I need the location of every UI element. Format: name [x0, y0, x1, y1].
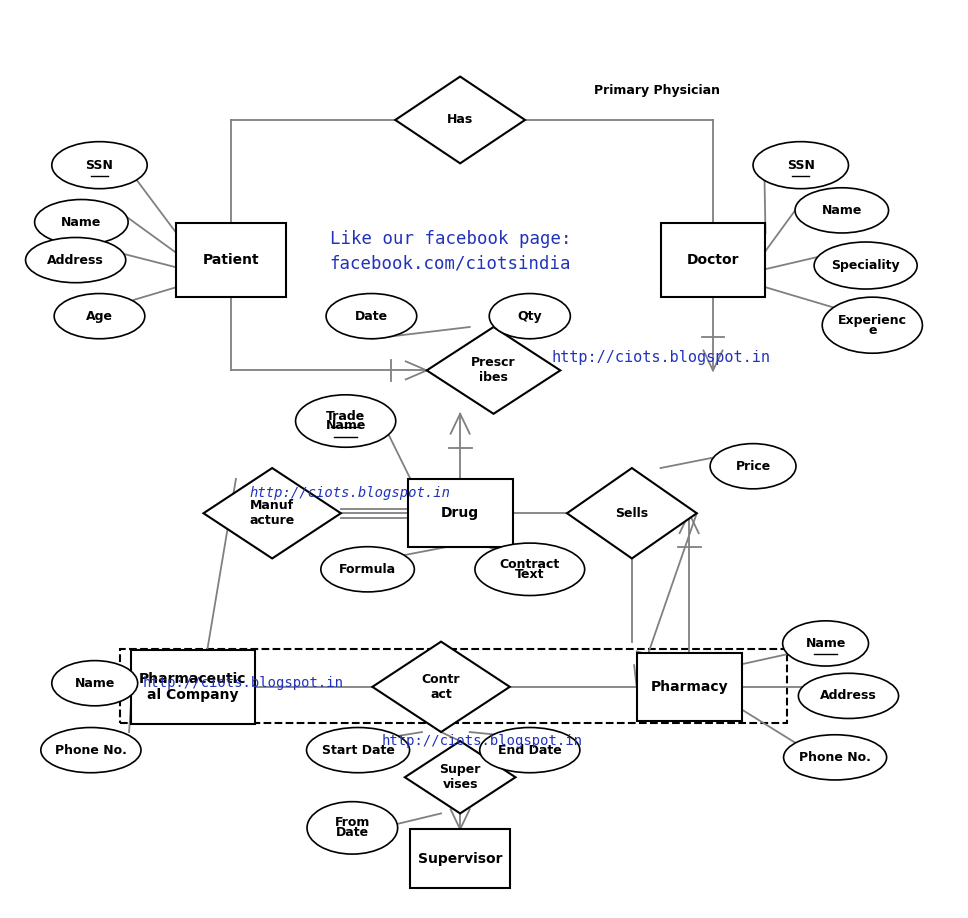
- Polygon shape: [405, 741, 516, 813]
- FancyBboxPatch shape: [131, 650, 255, 724]
- Text: Patient: Patient: [203, 253, 259, 267]
- Text: Primary Physician: Primary Physician: [593, 84, 720, 96]
- Text: Name: Name: [805, 637, 846, 650]
- Ellipse shape: [822, 297, 923, 353]
- FancyBboxPatch shape: [176, 223, 286, 297]
- Text: Experienc: Experienc: [838, 314, 907, 327]
- Text: Manuf
acture: Manuf acture: [250, 499, 295, 527]
- Text: Phone No.: Phone No.: [55, 744, 127, 756]
- Text: e: e: [868, 324, 877, 337]
- Text: Super
vises: Super vises: [439, 763, 481, 791]
- Text: http://ciots.blogspot.in: http://ciots.blogspot.in: [551, 351, 770, 365]
- Ellipse shape: [711, 443, 796, 489]
- Text: Date: Date: [336, 826, 369, 839]
- Text: Date: Date: [355, 309, 388, 322]
- Ellipse shape: [320, 547, 414, 592]
- Text: Pharmacy: Pharmacy: [650, 680, 728, 694]
- FancyBboxPatch shape: [408, 479, 513, 547]
- Text: Name: Name: [325, 420, 366, 432]
- Ellipse shape: [35, 199, 128, 245]
- Text: Drug: Drug: [441, 506, 479, 521]
- Text: http://ciots.blogspot.in: http://ciots.blogspot.in: [381, 734, 583, 748]
- Ellipse shape: [54, 294, 145, 339]
- Polygon shape: [427, 327, 560, 414]
- Ellipse shape: [480, 728, 580, 773]
- Text: Age: Age: [86, 309, 113, 322]
- Text: Doctor: Doctor: [686, 253, 740, 267]
- Text: Speciality: Speciality: [832, 259, 900, 272]
- FancyBboxPatch shape: [637, 653, 741, 721]
- Ellipse shape: [795, 188, 889, 233]
- Text: Trade: Trade: [326, 409, 365, 422]
- Text: Contract: Contract: [499, 558, 560, 571]
- Ellipse shape: [489, 294, 570, 339]
- Ellipse shape: [307, 728, 409, 773]
- Ellipse shape: [295, 395, 396, 447]
- Ellipse shape: [326, 294, 417, 339]
- Ellipse shape: [814, 242, 917, 289]
- Text: Address: Address: [820, 689, 877, 702]
- Text: SSN: SSN: [85, 159, 113, 172]
- Text: Name: Name: [822, 204, 862, 217]
- Text: Pharmaceutic
al Company: Pharmaceutic al Company: [139, 672, 247, 702]
- Ellipse shape: [41, 728, 141, 773]
- Text: SSN: SSN: [787, 159, 815, 172]
- Text: Prescr
ibes: Prescr ibes: [471, 356, 516, 385]
- Ellipse shape: [51, 661, 137, 706]
- Text: Phone No.: Phone No.: [800, 751, 871, 764]
- Ellipse shape: [307, 801, 398, 854]
- Ellipse shape: [783, 734, 887, 780]
- Ellipse shape: [475, 543, 585, 596]
- FancyBboxPatch shape: [410, 829, 510, 888]
- Text: Contr
act: Contr act: [422, 673, 461, 700]
- Text: End Date: End Date: [498, 744, 561, 756]
- Polygon shape: [373, 642, 510, 732]
- Text: http://ciots.blogspot.in: http://ciots.blogspot.in: [250, 487, 451, 500]
- Text: Sells: Sells: [616, 507, 649, 520]
- Polygon shape: [567, 468, 697, 558]
- Bar: [119, 649, 787, 723]
- Ellipse shape: [799, 673, 898, 719]
- Text: Supervisor: Supervisor: [418, 852, 502, 866]
- Text: From: From: [335, 816, 370, 829]
- Text: Qty: Qty: [518, 309, 542, 322]
- Text: Price: Price: [736, 460, 771, 473]
- Text: Formula: Formula: [339, 563, 396, 576]
- Ellipse shape: [783, 621, 868, 666]
- Text: Like our facebook page:
facebook.com/ciotsindia: Like our facebook page: facebook.com/cio…: [330, 230, 571, 273]
- Ellipse shape: [25, 238, 126, 283]
- Polygon shape: [395, 76, 525, 163]
- Text: Has: Has: [447, 114, 473, 127]
- FancyBboxPatch shape: [660, 223, 766, 297]
- Ellipse shape: [753, 141, 849, 189]
- Text: Address: Address: [47, 253, 104, 266]
- Ellipse shape: [51, 141, 147, 189]
- Polygon shape: [203, 468, 341, 558]
- Text: Text: Text: [515, 567, 545, 581]
- Text: Name: Name: [61, 216, 102, 229]
- Text: Start Date: Start Date: [321, 744, 395, 756]
- Text: Name: Name: [75, 677, 115, 689]
- Text: http://ciots.blogspot.in: http://ciots.blogspot.in: [143, 677, 344, 690]
